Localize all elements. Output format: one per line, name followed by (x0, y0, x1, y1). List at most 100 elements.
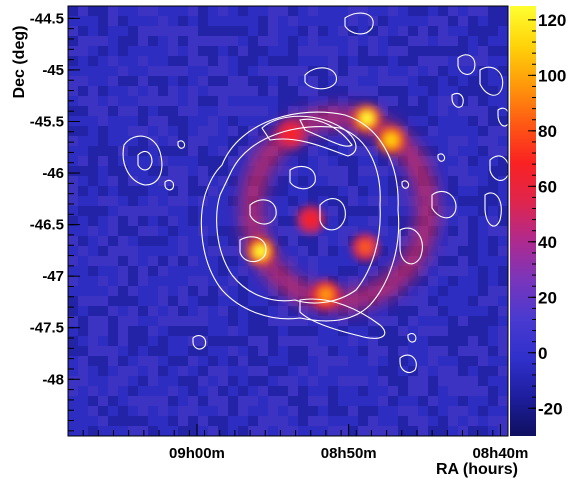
map-pixel (288, 336, 298, 346)
map-pixel (348, 26, 358, 36)
map-pixel (408, 176, 418, 186)
map-pixel (228, 236, 238, 246)
map-pixel (348, 156, 358, 166)
map-pixel (498, 296, 508, 306)
contour-south (299, 298, 386, 339)
map-pixel (388, 326, 398, 336)
map-pixel (78, 196, 88, 206)
map-pixel (258, 96, 268, 106)
map-pixel (138, 366, 148, 376)
map-pixel (218, 296, 228, 306)
map-pixel (198, 206, 208, 216)
map-pixel (168, 156, 178, 166)
map-pixel (148, 56, 158, 66)
map-pixel (218, 226, 228, 236)
map-pixel (368, 226, 378, 236)
map-pixel (378, 216, 388, 226)
map-pixel (78, 376, 88, 386)
map-pixel (148, 266, 158, 276)
map-pixel (88, 176, 98, 186)
map-pixel (418, 346, 428, 356)
map-pixel (448, 136, 458, 146)
map-pixel (318, 336, 328, 346)
map-pixel (478, 6, 488, 16)
map-pixel (78, 96, 88, 106)
map-pixel (138, 66, 148, 76)
map-pixel (418, 86, 428, 96)
map-pixel (418, 406, 428, 416)
map-pixel (78, 136, 88, 146)
map-pixel (308, 276, 318, 286)
map-pixel (308, 66, 318, 76)
map-pixel (248, 346, 258, 356)
map-pixel (208, 116, 218, 126)
map-pixel (208, 6, 218, 16)
map-pixel (238, 396, 248, 406)
map-pixel (468, 236, 478, 246)
map-pixel (268, 346, 278, 356)
map-pixel (418, 36, 428, 46)
map-pixel (338, 136, 348, 146)
map-pixel (278, 386, 288, 396)
map-pixel (198, 406, 208, 416)
map-pixel (418, 356, 428, 366)
map-pixel (158, 296, 168, 306)
map-pixel (88, 266, 98, 276)
map-pixel (398, 66, 408, 76)
map-pixel (208, 196, 218, 206)
map-pixel (448, 376, 458, 386)
map-pixel (208, 276, 218, 286)
map-pixel (298, 86, 308, 96)
map-pixel (498, 66, 508, 76)
map-pixel (228, 416, 238, 426)
map-pixel (408, 316, 418, 326)
map-pixel (218, 56, 228, 66)
map-pixel (318, 56, 328, 66)
map-pixel (358, 356, 368, 366)
map-pixel (498, 56, 508, 66)
map-pixel (468, 316, 478, 326)
map-pixel (258, 366, 268, 376)
map-pixel (298, 46, 308, 56)
map-pixel (98, 176, 108, 186)
map-pixel (258, 86, 268, 96)
map-pixel (108, 416, 118, 426)
map-pixel (98, 186, 108, 196)
map-pixel (238, 56, 248, 66)
contour-small-2 (399, 354, 417, 373)
map-pixel (308, 396, 318, 406)
map-pixel (78, 256, 88, 266)
map-pixel (298, 76, 308, 86)
map-pixel (458, 6, 468, 16)
map-pixel (258, 16, 268, 26)
map-pixel (338, 226, 348, 236)
map-pixel (178, 196, 188, 206)
map-pixel (378, 16, 388, 26)
map-pixel (248, 116, 258, 126)
map-pixel (188, 396, 198, 406)
map-pixel (478, 356, 488, 366)
map-pixel (218, 356, 228, 366)
map-pixel (448, 36, 458, 46)
map-pixel (338, 176, 348, 186)
map-pixel (228, 246, 238, 256)
map-pixel (98, 106, 108, 116)
map-pixel (468, 286, 478, 296)
map-pixel (468, 366, 478, 376)
map-pixel (398, 396, 408, 406)
map-pixel (288, 166, 298, 176)
map-pixel (298, 336, 308, 346)
map-pixel (468, 216, 478, 226)
map-pixel (488, 336, 498, 346)
map-pixel (228, 336, 238, 346)
map-pixel (338, 216, 348, 226)
map-pixel (398, 216, 408, 226)
map-pixel (388, 56, 398, 66)
map-pixel (498, 256, 508, 266)
map-pixel (168, 36, 178, 46)
map-pixel (228, 166, 238, 176)
map-pixel (158, 216, 168, 226)
map-pixel (438, 336, 448, 346)
map-pixel (298, 386, 308, 396)
map-pixel (128, 86, 138, 96)
